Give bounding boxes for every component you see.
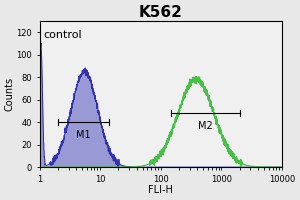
Text: M2: M2 — [198, 121, 213, 131]
Y-axis label: Counts: Counts — [5, 77, 15, 111]
Text: M1: M1 — [76, 130, 91, 140]
Text: control: control — [43, 30, 82, 40]
Title: K562: K562 — [139, 5, 183, 20]
X-axis label: FLI-H: FLI-H — [148, 185, 173, 195]
